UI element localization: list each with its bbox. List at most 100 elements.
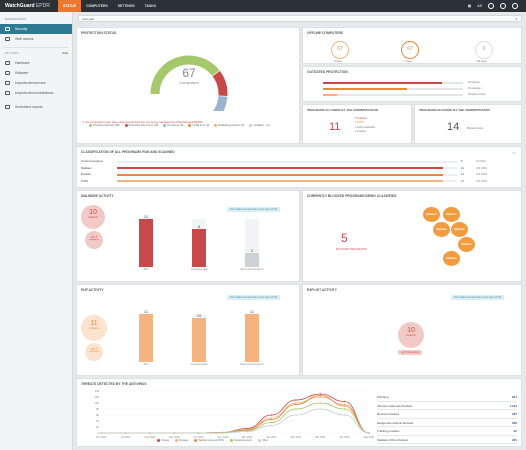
data-point[interactable]: [295, 399, 297, 401]
classification-row[interactable]: PUPs 11 (33.33%): [81, 179, 519, 184]
series-line[interactable]: [101, 408, 370, 434]
settings-icon[interactable]: [488, 3, 494, 9]
period-select[interactable]: Last year ▾: [78, 15, 522, 22]
data-point[interactable]: [148, 432, 151, 434]
gauge-segment[interactable]: [213, 95, 228, 111]
gauge-segment[interactable]: [212, 70, 228, 96]
data-point[interactable]: [319, 396, 322, 398]
comment-icon[interactable]: ▭: [512, 150, 516, 155]
allowed-being-classified[interactable]: 1 being classified: [355, 125, 375, 129]
account-icon[interactable]: [512, 3, 518, 9]
malware-computers-circle[interactable]: on 2 computers: [85, 231, 103, 249]
data-point[interactable]: [319, 393, 322, 395]
legend-item[interactable]: Suspicious items: [230, 439, 252, 442]
data-point[interactable]: [343, 408, 346, 410]
activity-bar[interactable]: [245, 252, 259, 267]
exploit-computers-label[interactable]: on 8 computers: [398, 350, 422, 355]
blocked-count[interactable]: 5: [341, 231, 348, 245]
exploit-incidents-circle[interactable]: 10 Incidents: [398, 322, 424, 348]
sidebar-item-unprotected-workstations[interactable]: Unprotected workstations...: [0, 88, 72, 98]
data-point[interactable]: [124, 432, 127, 434]
list-item[interactable]: Tracking cookies 30: [377, 427, 517, 436]
malware-bubble[interactable]: Malware: [451, 222, 468, 237]
data-point[interactable]: [368, 432, 370, 434]
data-point[interactable]: [319, 402, 322, 404]
series-line[interactable]: [101, 395, 370, 434]
restart-bar-fill[interactable]: [323, 94, 337, 96]
tab-status[interactable]: STATUS: [58, 0, 82, 12]
data-point[interactable]: [343, 405, 346, 407]
tab-computers[interactable]: COMPUTERS: [86, 4, 108, 8]
brand-logo[interactable]: WatchGuard EPDR: [5, 3, 50, 9]
legend-item[interactable]: Hacking tools and PUPs: [194, 439, 224, 442]
malware-bubble[interactable]: Malware: [443, 251, 460, 266]
list-item[interactable]: Devices blocked 287: [377, 410, 517, 419]
tab-tasks[interactable]: TASKS: [144, 4, 156, 8]
data-point[interactable]: [343, 414, 346, 416]
allowed-count[interactable]: 11: [329, 121, 341, 133]
protection-gauge[interactable]: [77, 36, 301, 111]
data-point[interactable]: [270, 414, 273, 416]
unmanaged-alert[interactable]: ⚠ 10 computers have been discovered that…: [82, 120, 297, 124]
legend-item[interactable]: Viruses: [157, 439, 169, 442]
malware-bubble[interactable]: Malware: [433, 222, 450, 237]
protection-bar-fill[interactable]: [323, 82, 442, 84]
legend-item[interactable]: Other: [257, 439, 268, 442]
legend-item[interactable]: Protection with errors (10): [124, 124, 158, 127]
legend-item[interactable]: Installing... (4): [249, 124, 270, 127]
classification-row[interactable]: Trusted programs 0 (0.00%): [81, 159, 519, 164]
sidebar-item-scheduled-reports[interactable]: Scheduled reports: [0, 102, 72, 112]
offline-3-days[interactable]: 67: [331, 41, 349, 59]
allowed-malware[interactable]: 5 malware: [355, 117, 367, 120]
activity-bar[interactable]: [139, 314, 153, 362]
activity-bar[interactable]: [139, 219, 153, 267]
allowed-pups[interactable]: 3 PUPs: [355, 121, 364, 125]
help-icon[interactable]: [500, 3, 506, 9]
add-list-button[interactable]: Add: [62, 51, 68, 55]
data-point[interactable]: [343, 403, 346, 406]
data-point[interactable]: [270, 421, 273, 424]
list-item[interactable]: Malware URLs blocked 281: [377, 436, 517, 444]
data-point[interactable]: [319, 394, 322, 397]
classification-row[interactable]: Malware 11 (33.33%): [81, 166, 519, 171]
data-point[interactable]: [270, 417, 273, 419]
data-point[interactable]: [100, 432, 102, 434]
data-point[interactable]: [222, 432, 224, 434]
series-line[interactable]: [101, 402, 370, 434]
gauge-segment[interactable]: [150, 55, 220, 95]
sidebar-item-web-access[interactable]: Web access: [0, 34, 72, 44]
pup-computers-circle[interactable]: on 2 computers: [85, 343, 103, 361]
user-initials[interactable]: AS: [477, 4, 482, 8]
data-point[interactable]: [319, 408, 322, 410]
malware-bubble[interactable]: Malware: [423, 207, 440, 222]
offline-30-days[interactable]: 0: [475, 41, 493, 59]
data-point[interactable]: [343, 400, 346, 403]
pup-incidents-circle[interactable]: 11 Incidents: [81, 315, 107, 341]
legend-item[interactable]: Spyware: [174, 439, 188, 442]
data-point[interactable]: [295, 403, 297, 406]
activity-bar[interactable]: [192, 318, 206, 362]
data-point[interactable]: [173, 432, 175, 434]
legend-item[interactable]: Install error (4): [188, 124, 209, 127]
sidebar-item-hardware[interactable]: Hardware: [0, 58, 72, 68]
offline-7-days[interactable]: 67: [401, 41, 419, 59]
blocked-count[interactable]: 14: [447, 121, 460, 133]
data-point[interactable]: [295, 402, 297, 404]
list-item[interactable]: Dangerous actions blocked 289: [377, 419, 517, 427]
activity-bar[interactable]: [192, 228, 206, 267]
legend-item[interactable]: Disabled protection (5): [214, 124, 244, 127]
sidebar-item-unprotected-servers[interactable]: Unprotected servers: [0, 78, 72, 88]
data-point[interactable]: [270, 424, 273, 427]
data-point[interactable]: [295, 408, 297, 410]
grid-icon[interactable]: ▦: [467, 4, 472, 8]
activity-bar[interactable]: [245, 314, 259, 362]
data-point[interactable]: [246, 430, 248, 433]
data-point[interactable]: [295, 414, 297, 416]
list-item[interactable]: Intrusion attempts blocked 1,043: [377, 402, 517, 410]
classification-row[interactable]: Exploits 11 (33.33%): [81, 172, 519, 177]
malware-incidents-circle[interactable]: 10 Incidents: [81, 205, 105, 229]
legend-item[interactable]: Properly protected (35): [89, 124, 120, 127]
knowledge-bar-fill[interactable]: [323, 88, 407, 90]
sidebar-item-software[interactable]: Software: [0, 68, 72, 78]
